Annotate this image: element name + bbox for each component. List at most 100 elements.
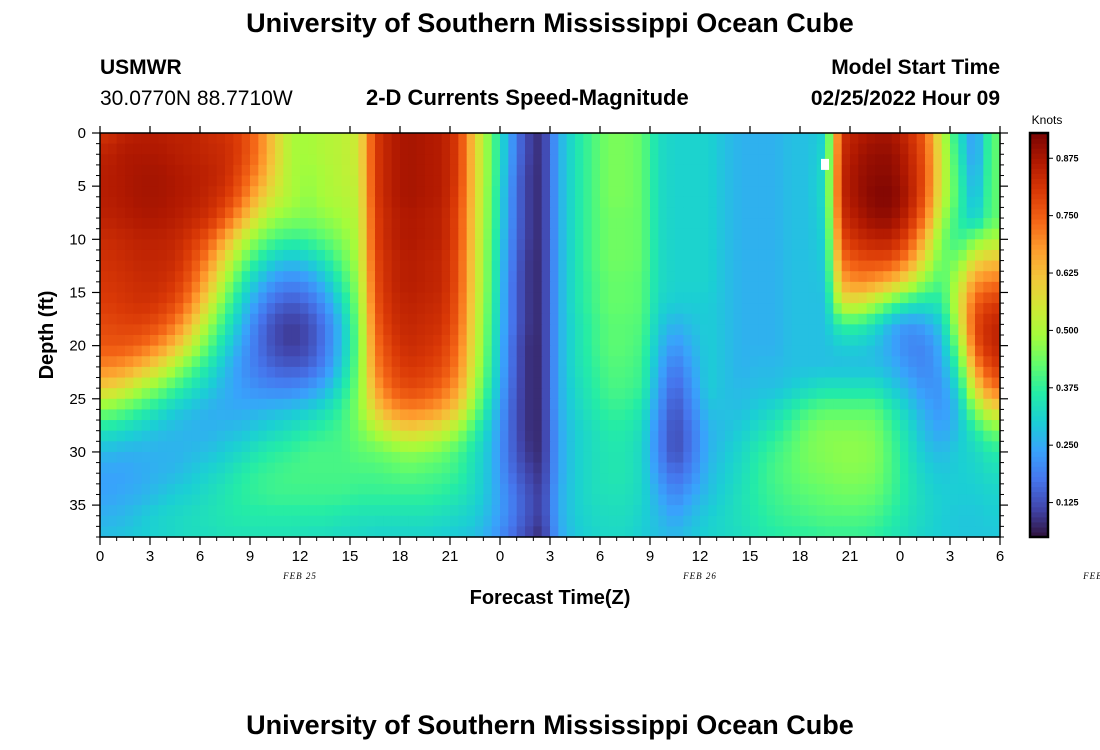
- heatmap-cell: [733, 366, 743, 379]
- heatmap-cell: [941, 451, 951, 464]
- heatmap-cell: [741, 430, 751, 442]
- heatmap-cell: [350, 356, 359, 368]
- heatmap-cell: [791, 473, 801, 485]
- heatmap-cell: [941, 483, 951, 496]
- x-tick-label: 15: [742, 548, 759, 565]
- heatmap-cell: [950, 313, 959, 325]
- heatmap-cell: [466, 143, 476, 155]
- heatmap-cell: [400, 409, 409, 421]
- heatmap-cell: [791, 324, 801, 336]
- heatmap-cell: [158, 218, 168, 230]
- heatmap-cell: [616, 505, 626, 517]
- heatmap-cell: [525, 228, 534, 240]
- heatmap-cell: [350, 133, 359, 145]
- heatmap-cell: [700, 196, 709, 209]
- heatmap-cell: [900, 345, 909, 357]
- heatmap-cell: [450, 143, 459, 155]
- heatmap-cell: [308, 462, 318, 474]
- colorbar-tick-label: 0.250: [1056, 440, 1079, 450]
- heatmap-cell: [700, 451, 709, 464]
- heatmap-cell: [808, 154, 818, 166]
- heatmap-cell: [808, 398, 818, 411]
- heatmap-cell: [241, 462, 251, 474]
- heatmap-cell: [741, 473, 751, 485]
- heatmap-cell: [200, 249, 209, 262]
- heatmap-cell: [925, 143, 934, 155]
- heatmap-cell: [366, 218, 376, 230]
- heatmap-cell: [466, 196, 476, 209]
- heatmap-cell: [208, 515, 218, 527]
- heatmap-cell: [608, 526, 618, 538]
- heatmap-cell: [600, 430, 609, 442]
- heatmap-cell: [558, 175, 568, 187]
- heatmap-cell: [550, 388, 559, 400]
- heatmap-cell: [666, 281, 676, 294]
- heatmap-cell: [658, 441, 668, 453]
- heatmap-cell: [125, 313, 134, 325]
- heatmap-cell: [941, 356, 951, 368]
- heatmap-cell: [816, 186, 826, 198]
- heatmap-cell: [950, 515, 959, 527]
- heatmap-cell: [108, 133, 118, 145]
- heatmap-cell: [250, 207, 259, 219]
- heatmap-cell: [150, 260, 159, 272]
- heatmap-cell: [766, 313, 776, 325]
- heatmap-cell: [858, 271, 868, 283]
- heatmap-cell: [525, 196, 534, 209]
- heatmap-cell: [891, 313, 901, 325]
- heatmap-cell: [716, 483, 726, 496]
- heatmap-cell: [483, 335, 493, 347]
- heatmap-cell: [100, 186, 109, 198]
- heatmap-cell: [800, 377, 809, 389]
- heatmap-cell: [633, 281, 643, 294]
- heatmap-cell: [883, 483, 893, 496]
- heatmap-cell: [825, 335, 834, 347]
- heatmap-cell: [100, 228, 109, 240]
- heatmap-cell: [683, 228, 693, 240]
- heatmap-cell: [225, 175, 234, 187]
- heatmap-cell: [633, 260, 643, 272]
- heatmap-cell: [466, 356, 476, 368]
- heatmap-cell: [833, 505, 843, 517]
- heatmap-cell: [225, 483, 234, 496]
- heatmap-cell: [908, 164, 918, 177]
- heatmap-cell: [691, 398, 701, 411]
- heatmap-cell: [283, 398, 293, 411]
- heatmap-cell: [125, 366, 134, 379]
- heatmap-cell: [525, 249, 534, 262]
- heatmap-cell: [791, 239, 801, 251]
- heatmap-cell: [983, 515, 993, 527]
- heatmap-cell: [633, 473, 643, 485]
- heatmap-cell: [983, 271, 993, 283]
- heatmap-cell: [575, 207, 584, 219]
- heatmap-cell: [891, 483, 901, 496]
- heatmap-cell: [166, 186, 176, 198]
- heatmap-cell: [983, 218, 993, 230]
- heatmap-cell: [616, 292, 626, 304]
- heatmap-cell: [516, 228, 526, 240]
- heatmap-cell: [108, 239, 118, 251]
- heatmap-cell: [358, 441, 368, 453]
- x-axis-label: Forecast Time(Z): [470, 587, 631, 609]
- heatmap-cell: [641, 292, 651, 304]
- colorbar-swatch: [1030, 274, 1048, 281]
- heatmap-cell: [516, 473, 526, 485]
- heatmap-cell: [150, 483, 159, 496]
- heatmap-cell: [891, 473, 901, 485]
- heatmap-cell: [633, 409, 643, 421]
- heatmap-cell: [216, 366, 226, 379]
- heatmap-cell: [716, 335, 726, 347]
- heatmap-cell: [258, 292, 268, 304]
- heatmap-cell: [900, 292, 909, 304]
- heatmap-cell: [208, 292, 218, 304]
- heatmap-cell: [266, 494, 276, 506]
- heatmap-cell: [325, 366, 334, 379]
- heatmap-cell: [516, 143, 526, 155]
- heatmap-cell: [783, 196, 793, 209]
- heatmap-cell: [241, 164, 251, 177]
- heatmap-cell: [291, 462, 301, 474]
- heatmap-cell: [758, 409, 768, 421]
- heatmap-cell: [808, 281, 818, 294]
- heatmap-cell: [833, 196, 843, 209]
- heatmap-cell: [150, 345, 159, 357]
